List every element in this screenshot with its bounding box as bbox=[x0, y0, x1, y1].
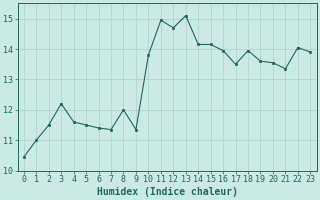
X-axis label: Humidex (Indice chaleur): Humidex (Indice chaleur) bbox=[97, 186, 237, 197]
